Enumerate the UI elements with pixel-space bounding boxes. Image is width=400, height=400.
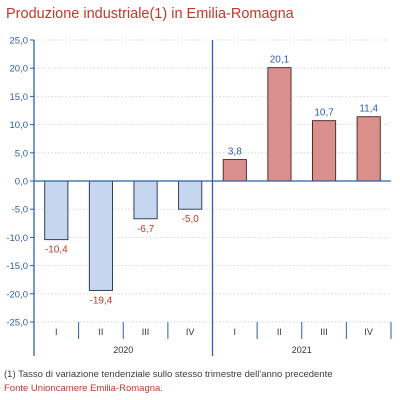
category-label: I	[55, 327, 58, 337]
y-tick-label: -20,0	[6, 289, 28, 300]
bar	[44, 180, 69, 241]
category-label: IV	[364, 327, 373, 337]
y-tick-label: -25,0	[6, 318, 28, 329]
source-note: Fonte Unioncamere Emilia-Romagna.	[4, 383, 163, 394]
y-tick-label: 5,0	[15, 148, 28, 159]
y-tick-label: 25,0	[10, 36, 29, 47]
category-label: I	[234, 327, 237, 337]
bar	[267, 67, 292, 182]
category-label: II	[277, 327, 282, 337]
y-tick-label: 10,0	[10, 120, 29, 131]
category-label: III	[320, 327, 328, 337]
bar	[133, 180, 158, 220]
data-label: -10,4	[45, 245, 68, 256]
data-label: -19,4	[90, 295, 113, 306]
y-tick-label: -15,0	[6, 261, 28, 272]
bar	[88, 180, 113, 291]
data-label: -5,0	[182, 214, 200, 225]
y-tick-label: -5,0	[12, 205, 28, 216]
bar	[222, 159, 247, 182]
data-label: 20,1	[270, 55, 290, 66]
y-tick-label: 0,0	[15, 177, 28, 188]
category-label: IV	[186, 327, 195, 337]
category-label: III	[142, 327, 150, 337]
group-label: 2021	[292, 345, 312, 355]
y-tick-label: -10,0	[6, 233, 28, 244]
chart-title: Produzione industriale(1) in Emilia-Roma…	[6, 6, 294, 22]
bar	[312, 120, 337, 182]
data-label: 10,7	[314, 108, 334, 119]
group-label: 2020	[113, 345, 133, 355]
bar	[356, 116, 381, 182]
data-label: -6,7	[137, 224, 155, 235]
footnote: (1) Tasso di variazione tendenziale sull…	[4, 369, 333, 380]
data-label: 11,4	[359, 104, 378, 115]
y-tick-label: 15,0	[10, 92, 29, 103]
data-label: 3,8	[228, 147, 242, 158]
category-label: II	[98, 327, 103, 337]
y-tick-label: 20,0	[10, 64, 29, 75]
bar	[178, 180, 203, 210]
